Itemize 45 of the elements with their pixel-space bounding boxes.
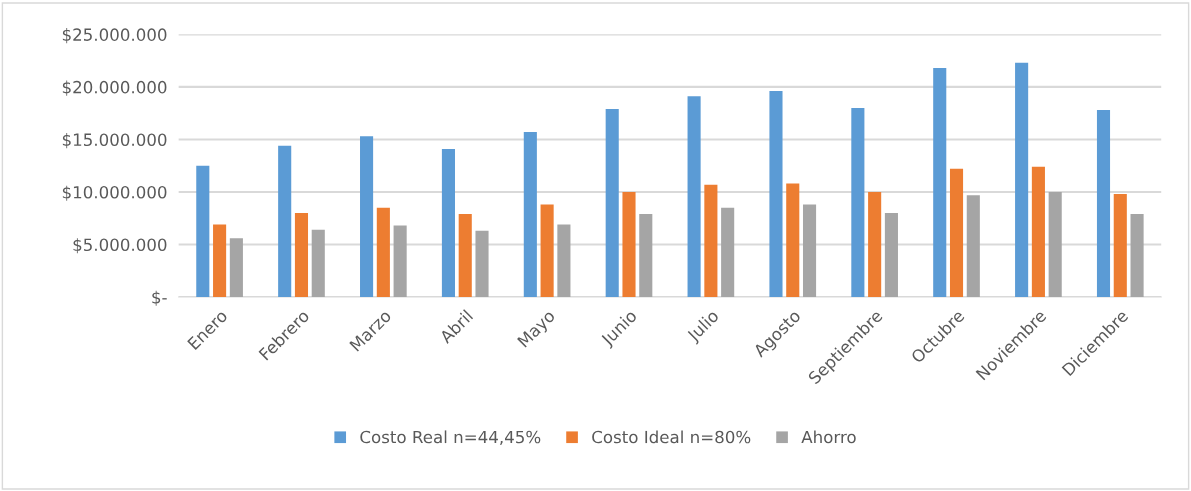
bar xyxy=(557,224,571,298)
y-tick-label: $20.000.000 xyxy=(62,80,167,96)
bar xyxy=(458,214,472,298)
bar xyxy=(966,195,980,298)
bar xyxy=(884,213,898,298)
bar xyxy=(229,238,243,298)
bar xyxy=(311,229,325,298)
legend-label: Costo Real n=44,45% xyxy=(360,430,541,446)
bar xyxy=(949,168,964,298)
bar xyxy=(523,132,537,298)
bar xyxy=(213,224,227,298)
bar xyxy=(769,91,783,298)
bar xyxy=(393,225,407,298)
bar xyxy=(802,204,817,298)
bar xyxy=(868,191,882,298)
bar xyxy=(441,148,455,298)
bar xyxy=(622,191,636,298)
bar xyxy=(376,207,390,298)
bar xyxy=(475,230,489,298)
y-tick-label: $25.000.000 xyxy=(62,28,167,44)
bar xyxy=(1096,110,1111,298)
bar xyxy=(721,207,735,298)
bar xyxy=(933,67,947,298)
bar xyxy=(1031,166,1045,298)
bar xyxy=(687,96,701,298)
bar xyxy=(278,145,292,298)
legend-label: Costo Ideal n=80% xyxy=(592,430,751,444)
bar xyxy=(851,107,865,298)
bar xyxy=(704,184,718,298)
y-tick-label: $- xyxy=(152,290,167,306)
bar xyxy=(360,136,374,298)
bar xyxy=(294,213,309,298)
bar xyxy=(1113,194,1127,298)
bar xyxy=(1015,62,1029,298)
legend-label: Ahorro xyxy=(801,430,856,444)
bar xyxy=(605,108,619,298)
y-tick-label: $5.000.000 xyxy=(73,238,167,254)
y-tick-label: $10.000.000 xyxy=(62,185,167,201)
bar xyxy=(1130,214,1144,298)
y-tick-label: $15.000.000 xyxy=(62,133,167,149)
bar xyxy=(540,204,554,298)
bar xyxy=(1048,191,1062,298)
bar xyxy=(786,183,800,298)
bar xyxy=(196,165,210,298)
bar xyxy=(639,214,653,298)
